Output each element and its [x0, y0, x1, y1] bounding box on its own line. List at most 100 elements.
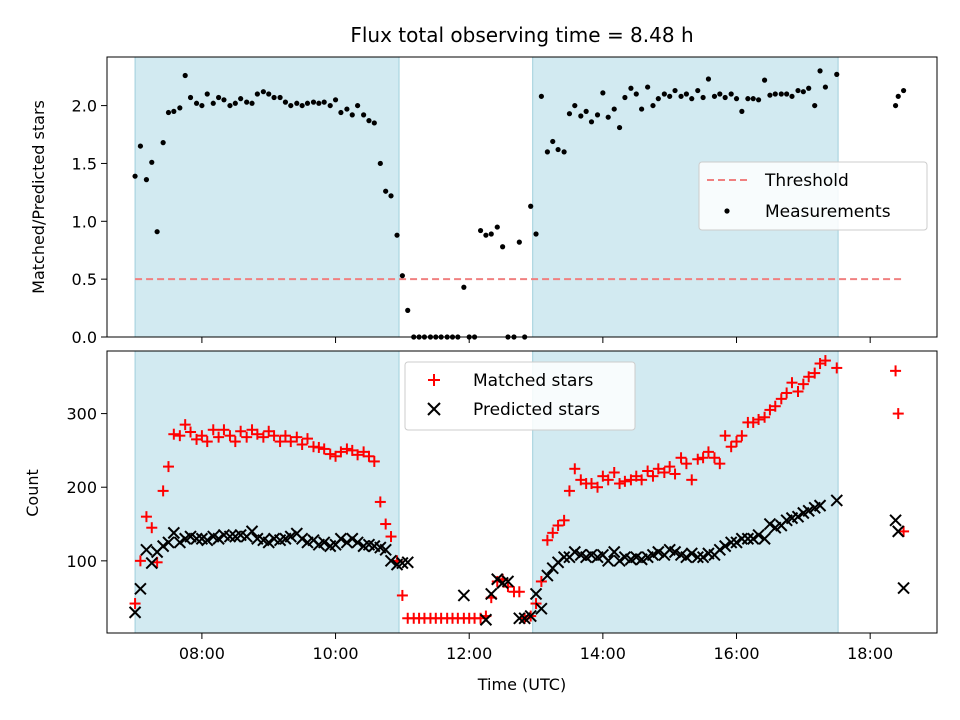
- matched-star-point: [697, 452, 709, 464]
- measurement-point: [600, 90, 606, 96]
- matched-star-point: [313, 441, 325, 453]
- matched-star-point: [890, 365, 902, 377]
- measurement-point: [483, 232, 489, 238]
- matched-star-point: [636, 474, 648, 486]
- predicted-star-point: [680, 550, 693, 564]
- measurement-point: [204, 91, 210, 97]
- measurement-point: [717, 91, 723, 97]
- legend-predicted-swatch: [427, 402, 441, 416]
- predicted-x-b: [535, 602, 548, 615]
- predicted-x-b: [351, 536, 364, 549]
- measurement-point: [182, 72, 188, 79]
- matched-star-point: [241, 431, 253, 443]
- measurement-point: [310, 99, 317, 105]
- top-ytick-label: 1.0: [72, 212, 97, 231]
- bottom-x-ticks: 08:00 10:00 12:00 14:00 16:00 18:00: [179, 633, 893, 663]
- matched-star-point: [396, 589, 408, 601]
- predicted-star-point: [602, 554, 615, 568]
- predicted-x-b: [758, 532, 771, 545]
- predicted-x-b: [245, 525, 259, 538]
- matched-star-point: [664, 461, 676, 473]
- predicted-x-b: [763, 517, 777, 531]
- measurement-point: [366, 118, 372, 124]
- matched-star-point: [898, 525, 910, 537]
- predicted-x-b: [568, 545, 582, 559]
- matched-star-point: [719, 430, 731, 442]
- matched-star-point: [642, 465, 654, 477]
- measurement-point: [149, 159, 155, 165]
- predicted-star-point: [691, 550, 704, 564]
- predicted-x-b: [892, 525, 905, 538]
- predicted-star-point: [730, 536, 743, 549]
- predicted-star-point: [334, 532, 348, 545]
- measurement-point: [705, 76, 712, 82]
- predicted-star-point: [190, 532, 203, 545]
- predicted-x-b: [384, 554, 398, 568]
- matched-star-point: [725, 441, 737, 453]
- predicted-x-b: [663, 543, 676, 557]
- predicted-star-point: [535, 602, 548, 615]
- predicted-star-point: [529, 587, 543, 601]
- matched-star-point: [686, 474, 698, 486]
- measurement-point: [488, 231, 494, 237]
- bottom-xtick-label: 12:00: [446, 644, 492, 663]
- matched-star-point: [658, 466, 670, 478]
- predicted-x-b: [813, 499, 827, 512]
- measurement-point: [332, 97, 339, 103]
- measurement-point: [655, 96, 661, 102]
- measurement-point: [661, 91, 667, 97]
- matched-star-point: [563, 485, 575, 497]
- predicted-star-point: [830, 494, 843, 507]
- predicted-x-b: [596, 548, 610, 562]
- predicted-star-point: [747, 532, 760, 545]
- measurement-point: [645, 84, 651, 90]
- predicted-star-point: [892, 525, 905, 538]
- top-legend: Threshold Measurements: [698, 161, 928, 231]
- measurement-point: [739, 108, 745, 114]
- predicted-x-b: [513, 612, 526, 625]
- predicted-star-point: [668, 545, 682, 559]
- predicted-star-point: [140, 543, 153, 557]
- measurement-point: [249, 100, 255, 106]
- predicted-x-b: [284, 530, 297, 543]
- top-x-ticks: [201, 337, 871, 343]
- matched-star-point: [675, 452, 687, 464]
- predicted-star-point: [145, 556, 158, 570]
- predicted-star-point: [485, 587, 498, 601]
- matched-star-point: [552, 520, 564, 532]
- measurement-point: [817, 68, 823, 74]
- matched-star-point: [296, 439, 308, 451]
- measurement-point: [895, 93, 901, 99]
- predicted-x-b: [602, 554, 615, 568]
- top-ytick-label: 2.0: [72, 97, 97, 116]
- matched-star-point: [146, 522, 158, 534]
- matched-star-point: [786, 377, 798, 389]
- predicted-x-b: [134, 582, 147, 596]
- matched-star-point: [769, 400, 781, 412]
- measurement-point: [750, 96, 756, 102]
- measurement-point: [616, 124, 623, 131]
- measurement-point: [900, 87, 907, 94]
- predicted-x-b: [201, 534, 214, 547]
- matched-star-point: [368, 455, 380, 467]
- predicted-star-point: [457, 589, 471, 602]
- predicted-x-b: [574, 548, 588, 562]
- predicted-x-b: [295, 532, 309, 545]
- matched-star-point: [201, 436, 213, 448]
- top-shade-layer: [134, 56, 839, 338]
- predicted-x-b: [207, 530, 220, 543]
- matched-star-point: [179, 419, 191, 431]
- predicted-x-b: [234, 528, 247, 542]
- predicted-x-b: [317, 536, 331, 549]
- predicted-star-point: [346, 532, 359, 545]
- top-y-ticks: 0.0 0.5 1.0 1.5 2.0: [72, 97, 107, 347]
- measurement-point: [812, 102, 818, 109]
- matched-star-point: [547, 527, 559, 539]
- predicted-star-point: [167, 526, 181, 540]
- matched-star-point: [535, 575, 547, 587]
- predicted-star-point: [245, 525, 259, 538]
- matched-star-point: [374, 496, 386, 508]
- measurement-point: [806, 85, 812, 91]
- measurement-point: [516, 239, 522, 245]
- measurement-point: [822, 84, 828, 90]
